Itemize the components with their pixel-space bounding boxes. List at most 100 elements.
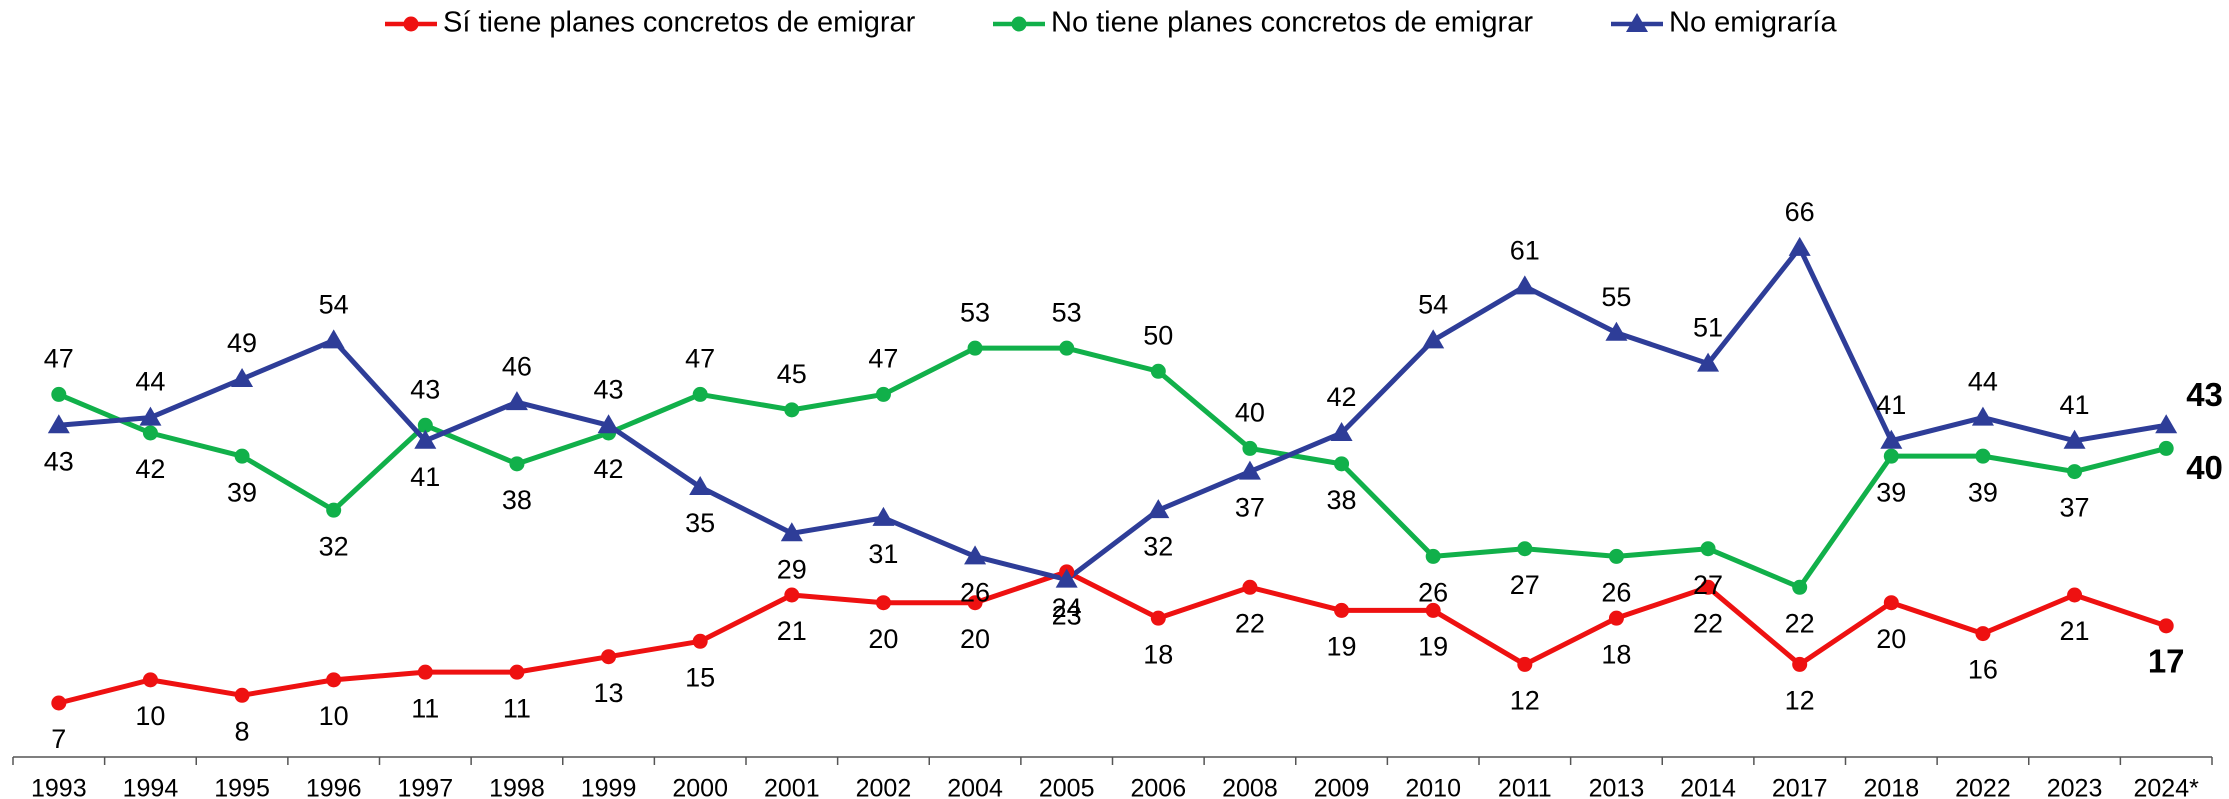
data-label: 42 xyxy=(1327,382,1357,412)
point xyxy=(1700,579,1716,595)
x-tick-label: 2009 xyxy=(1314,775,1370,799)
point xyxy=(1883,595,1899,611)
data-label: 7 xyxy=(51,724,66,754)
data-label: 15 xyxy=(685,662,715,692)
point xyxy=(1608,610,1624,626)
data-label: 51 xyxy=(1693,313,1723,343)
data-label: 23 xyxy=(1052,601,1082,631)
point xyxy=(1334,456,1350,472)
x-tick-label: 1997 xyxy=(398,775,454,799)
data-label: 44 xyxy=(135,367,165,397)
data-label: 22 xyxy=(1235,608,1265,638)
point xyxy=(509,456,525,472)
point xyxy=(1605,321,1628,341)
data-label: 20 xyxy=(960,624,990,654)
point xyxy=(1330,422,1353,441)
data-label: 47 xyxy=(685,344,715,374)
data-label: 21 xyxy=(777,616,807,646)
series-line xyxy=(58,245,2167,583)
point xyxy=(1150,363,1166,379)
x-tick-label: 2000 xyxy=(672,775,728,799)
data-label: 38 xyxy=(1327,485,1357,515)
point xyxy=(964,545,987,565)
point xyxy=(784,587,800,603)
point xyxy=(597,414,620,434)
point xyxy=(1517,541,1533,557)
data-label: 26 xyxy=(1418,578,1448,608)
data-label: 35 xyxy=(685,508,715,538)
x-tick-label: 2017 xyxy=(1772,775,1828,799)
data-label: 20 xyxy=(1876,624,1906,654)
point xyxy=(601,649,617,665)
data-label: 37 xyxy=(1235,493,1265,523)
point xyxy=(139,406,162,426)
point xyxy=(231,368,254,387)
data-label: 47 xyxy=(44,344,74,374)
data-label: 21 xyxy=(2060,616,2090,646)
legend-label: No emigraría xyxy=(1669,7,1837,39)
point xyxy=(1242,579,1258,595)
data-label: 50 xyxy=(1143,320,1173,350)
point xyxy=(1626,13,1648,32)
series-line xyxy=(58,569,2167,706)
point xyxy=(2158,440,2174,456)
data-label: 13 xyxy=(594,678,624,708)
point xyxy=(1059,340,1075,356)
x-tick-label: 2024* xyxy=(2134,775,2200,799)
data-label: 43 xyxy=(410,374,440,404)
data-label: 61 xyxy=(1510,236,1540,266)
point xyxy=(692,386,708,402)
legend-label: Sí tiene planes concretos de emigrar xyxy=(443,7,916,39)
point xyxy=(51,386,67,402)
point xyxy=(1150,610,1166,626)
point xyxy=(1513,275,1536,295)
point xyxy=(1055,568,1078,588)
data-label: 10 xyxy=(135,701,165,731)
point xyxy=(1792,656,1808,672)
data-label: 19 xyxy=(1418,632,1448,662)
data-label: 24 xyxy=(1052,593,1082,623)
point xyxy=(1971,406,1994,426)
point xyxy=(1788,236,1811,256)
point xyxy=(1242,440,1258,456)
point xyxy=(872,506,895,526)
data-label: 10 xyxy=(319,701,349,731)
point xyxy=(326,672,342,688)
point xyxy=(1147,499,1170,519)
point xyxy=(1975,448,1991,464)
point xyxy=(2155,414,2178,434)
point xyxy=(2067,587,2083,603)
x-tick-label: 2011 xyxy=(1498,775,1552,799)
data-label: 41 xyxy=(410,462,440,492)
point xyxy=(1425,548,1441,564)
x-tick-label: 2006 xyxy=(1131,775,1187,799)
point xyxy=(417,664,433,680)
point xyxy=(967,340,983,356)
data-label: 29 xyxy=(777,554,807,584)
point xyxy=(875,386,891,402)
point xyxy=(505,391,528,411)
point xyxy=(1238,460,1261,480)
data-label: 32 xyxy=(319,531,349,561)
point xyxy=(1883,448,1899,464)
point xyxy=(689,476,712,495)
x-tick-label: 2013 xyxy=(1589,775,1645,799)
point xyxy=(1792,579,1808,595)
data-label: 38 xyxy=(502,485,532,515)
data-label: 27 xyxy=(1510,570,1540,600)
data-label: 32 xyxy=(1143,531,1173,561)
data-label: 26 xyxy=(1601,578,1631,608)
point xyxy=(784,402,800,418)
point xyxy=(1334,602,1350,618)
data-label: 43 xyxy=(2186,376,2223,413)
data-label: 53 xyxy=(1052,297,1082,327)
point xyxy=(51,695,67,711)
point xyxy=(1700,541,1716,557)
point xyxy=(417,417,433,433)
data-label: 43 xyxy=(594,374,624,404)
point xyxy=(142,672,158,688)
x-tick-label: 1998 xyxy=(489,775,545,799)
point xyxy=(234,448,250,464)
data-label: 42 xyxy=(594,454,624,484)
